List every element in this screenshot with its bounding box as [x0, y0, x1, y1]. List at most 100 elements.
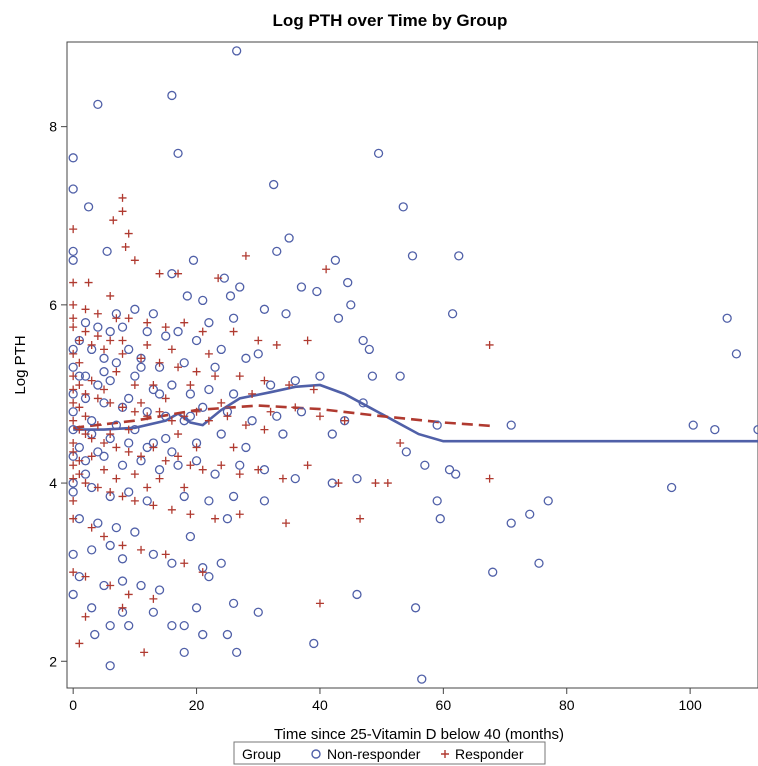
y-tick-label: 4: [49, 475, 57, 491]
point-non-responder: [173, 148, 183, 159]
point-responder: [81, 305, 90, 314]
point-responder: [75, 425, 84, 434]
point-responder: [69, 398, 78, 407]
point-responder: [186, 510, 195, 519]
point-non-responder: [93, 99, 103, 110]
point-responder: [100, 438, 109, 447]
point-responder: [485, 340, 494, 349]
point-responder: [75, 470, 84, 479]
point-responder: [272, 340, 281, 349]
point-responder: [93, 483, 102, 492]
point-responder: [241, 251, 250, 260]
point-non-responder: [161, 433, 171, 444]
point-non-responder: [525, 509, 535, 519]
point-responder: [93, 394, 102, 403]
point-responder: [248, 389, 257, 398]
point-non-responder: [80, 371, 91, 381]
point-responder: [204, 349, 213, 358]
legend-title: Group: [242, 746, 281, 762]
point-non-responder: [232, 46, 242, 56]
point-non-responder: [432, 420, 442, 430]
point-responder: [87, 434, 96, 443]
point-responder: [198, 568, 207, 577]
x-tick-label: 100: [678, 697, 702, 713]
point-responder: [106, 336, 115, 345]
y-tick-label: 2: [49, 653, 57, 669]
point-non-responder: [710, 424, 720, 435]
point-non-responder: [210, 362, 220, 372]
point-non-responder: [198, 629, 208, 640]
point-non-responder: [68, 487, 78, 497]
point-non-responder: [68, 255, 78, 265]
point-non-responder: [99, 367, 109, 377]
point-non-responder: [534, 558, 544, 568]
point-responder: [69, 568, 78, 577]
point-responder: [75, 639, 84, 648]
point-non-responder: [87, 545, 97, 555]
point-non-responder: [222, 514, 233, 524]
point-non-responder: [395, 371, 405, 381]
point-responder: [109, 216, 118, 225]
point-non-responder: [191, 456, 202, 466]
point-non-responder: [124, 620, 134, 631]
point-non-responder: [130, 371, 140, 381]
point-responder: [303, 336, 312, 345]
point-responder: [192, 407, 201, 416]
y-axis-label: Log PTH: [12, 335, 29, 394]
point-non-responder: [420, 460, 430, 470]
point-non-responder: [136, 580, 146, 591]
point-non-responder: [68, 246, 78, 257]
point-responder: [229, 327, 238, 336]
point-responder: [155, 358, 164, 367]
point-non-responder: [111, 420, 122, 430]
legend: Group Non-responder Responder: [233, 741, 546, 765]
point-responder: [124, 425, 133, 434]
point-non-responder: [241, 442, 251, 453]
chart-title: Log PTH over Time by Group: [273, 11, 508, 30]
point-responder: [322, 265, 331, 274]
point-responder: [161, 394, 170, 403]
point-non-responder: [269, 179, 279, 190]
point-responder: [180, 559, 189, 568]
point-non-responder: [80, 318, 91, 328]
point-responder: [315, 599, 324, 608]
point-responder: [69, 349, 78, 358]
point-responder: [214, 274, 223, 283]
point-non-responder: [367, 371, 378, 381]
point-responder: [229, 443, 238, 452]
point-non-responder: [117, 322, 128, 332]
point-non-responder: [93, 447, 103, 457]
point-non-responder: [731, 349, 742, 359]
point-non-responder: [346, 300, 356, 310]
y-tick-label: 6: [49, 297, 57, 313]
point-non-responder: [358, 398, 368, 408]
point-responder: [149, 594, 158, 603]
point-non-responder: [417, 674, 427, 684]
point-responder: [69, 314, 78, 323]
point-non-responder: [105, 375, 115, 386]
point-responder: [143, 340, 152, 349]
point-non-responder: [352, 473, 362, 484]
point-non-responder: [130, 527, 140, 537]
point-non-responder: [666, 482, 677, 493]
point-responder: [143, 412, 152, 421]
point-responder: [186, 381, 195, 390]
point-responder: [485, 474, 494, 483]
point-non-responder: [167, 447, 177, 457]
point-non-responder: [278, 429, 288, 439]
point-non-responder: [315, 371, 325, 381]
point-non-responder: [102, 246, 112, 257]
legend-marker-non-responder: [311, 749, 321, 759]
point-responder: [180, 412, 189, 421]
point-responder: [106, 430, 115, 439]
point-responder: [161, 323, 170, 332]
point-responder: [87, 523, 96, 532]
point-non-responder: [124, 344, 134, 355]
point-responder: [118, 603, 127, 612]
point-non-responder: [281, 309, 291, 319]
plot-frame: [66, 41, 758, 689]
point-responder: [112, 443, 121, 452]
point-responder: [198, 465, 207, 474]
x-tick-label: 0: [69, 697, 77, 713]
point-non-responder: [161, 411, 171, 421]
